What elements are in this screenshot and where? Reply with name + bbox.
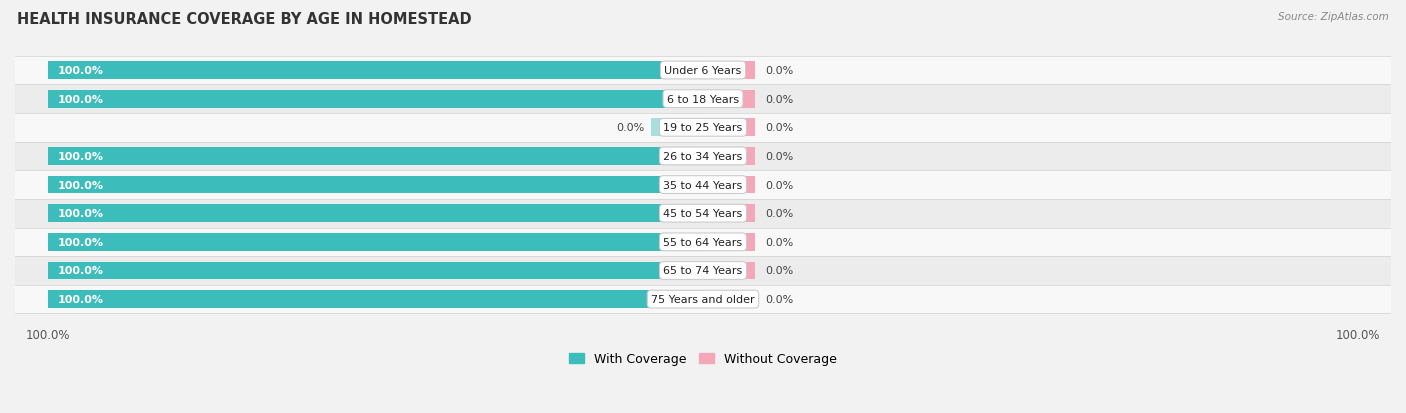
Text: 75 Years and older: 75 Years and older	[651, 294, 755, 304]
Text: 0.0%: 0.0%	[765, 123, 793, 133]
Text: 0.0%: 0.0%	[616, 123, 644, 133]
Bar	[15, 85, 1391, 114]
Bar	[15, 199, 1391, 228]
Bar	[15, 142, 1391, 171]
Bar	[48, 262, 703, 280]
Text: 26 to 34 Years: 26 to 34 Years	[664, 152, 742, 161]
Text: 45 to 54 Years: 45 to 54 Years	[664, 209, 742, 218]
Bar	[48, 205, 703, 223]
Text: 100.0%: 100.0%	[58, 95, 104, 104]
Bar	[703, 262, 755, 280]
Text: 19 to 25 Years: 19 to 25 Years	[664, 123, 742, 133]
Bar	[15, 228, 1391, 256]
Bar	[703, 176, 755, 194]
Bar	[48, 62, 703, 80]
Legend: With Coverage, Without Coverage: With Coverage, Without Coverage	[569, 352, 837, 366]
Bar	[48, 148, 703, 166]
Bar	[15, 256, 1391, 285]
Text: 0.0%: 0.0%	[765, 237, 793, 247]
Bar	[703, 119, 755, 137]
Text: 0.0%: 0.0%	[765, 294, 793, 304]
Text: 100.0%: 100.0%	[58, 266, 104, 276]
Text: 100.0%: 100.0%	[58, 66, 104, 76]
Text: 55 to 64 Years: 55 to 64 Years	[664, 237, 742, 247]
Bar	[15, 171, 1391, 199]
Text: Source: ZipAtlas.com: Source: ZipAtlas.com	[1278, 12, 1389, 22]
Bar	[703, 205, 755, 223]
Bar	[15, 285, 1391, 314]
Text: 0.0%: 0.0%	[765, 95, 793, 104]
Text: Under 6 Years: Under 6 Years	[665, 66, 741, 76]
Text: 0.0%: 0.0%	[765, 209, 793, 218]
Bar	[703, 148, 755, 166]
Text: 100.0%: 100.0%	[58, 209, 104, 218]
Text: 35 to 44 Years: 35 to 44 Years	[664, 180, 742, 190]
Bar	[703, 290, 755, 308]
Bar	[703, 90, 755, 108]
Bar	[48, 233, 703, 251]
Text: 0.0%: 0.0%	[765, 180, 793, 190]
Text: 100.0%: 100.0%	[58, 152, 104, 161]
Bar	[48, 290, 703, 308]
Text: 0.0%: 0.0%	[765, 152, 793, 161]
Text: 100.0%: 100.0%	[58, 294, 104, 304]
Bar	[15, 114, 1391, 142]
Text: 100.0%: 100.0%	[58, 180, 104, 190]
Bar	[703, 62, 755, 80]
Bar	[651, 119, 703, 137]
Bar	[703, 233, 755, 251]
Bar	[48, 90, 703, 108]
Text: HEALTH INSURANCE COVERAGE BY AGE IN HOMESTEAD: HEALTH INSURANCE COVERAGE BY AGE IN HOME…	[17, 12, 471, 27]
Text: 65 to 74 Years: 65 to 74 Years	[664, 266, 742, 276]
Text: 100.0%: 100.0%	[58, 237, 104, 247]
Text: 6 to 18 Years: 6 to 18 Years	[666, 95, 740, 104]
Text: 0.0%: 0.0%	[765, 66, 793, 76]
Bar	[48, 176, 703, 194]
Text: 0.0%: 0.0%	[765, 266, 793, 276]
Bar	[15, 57, 1391, 85]
